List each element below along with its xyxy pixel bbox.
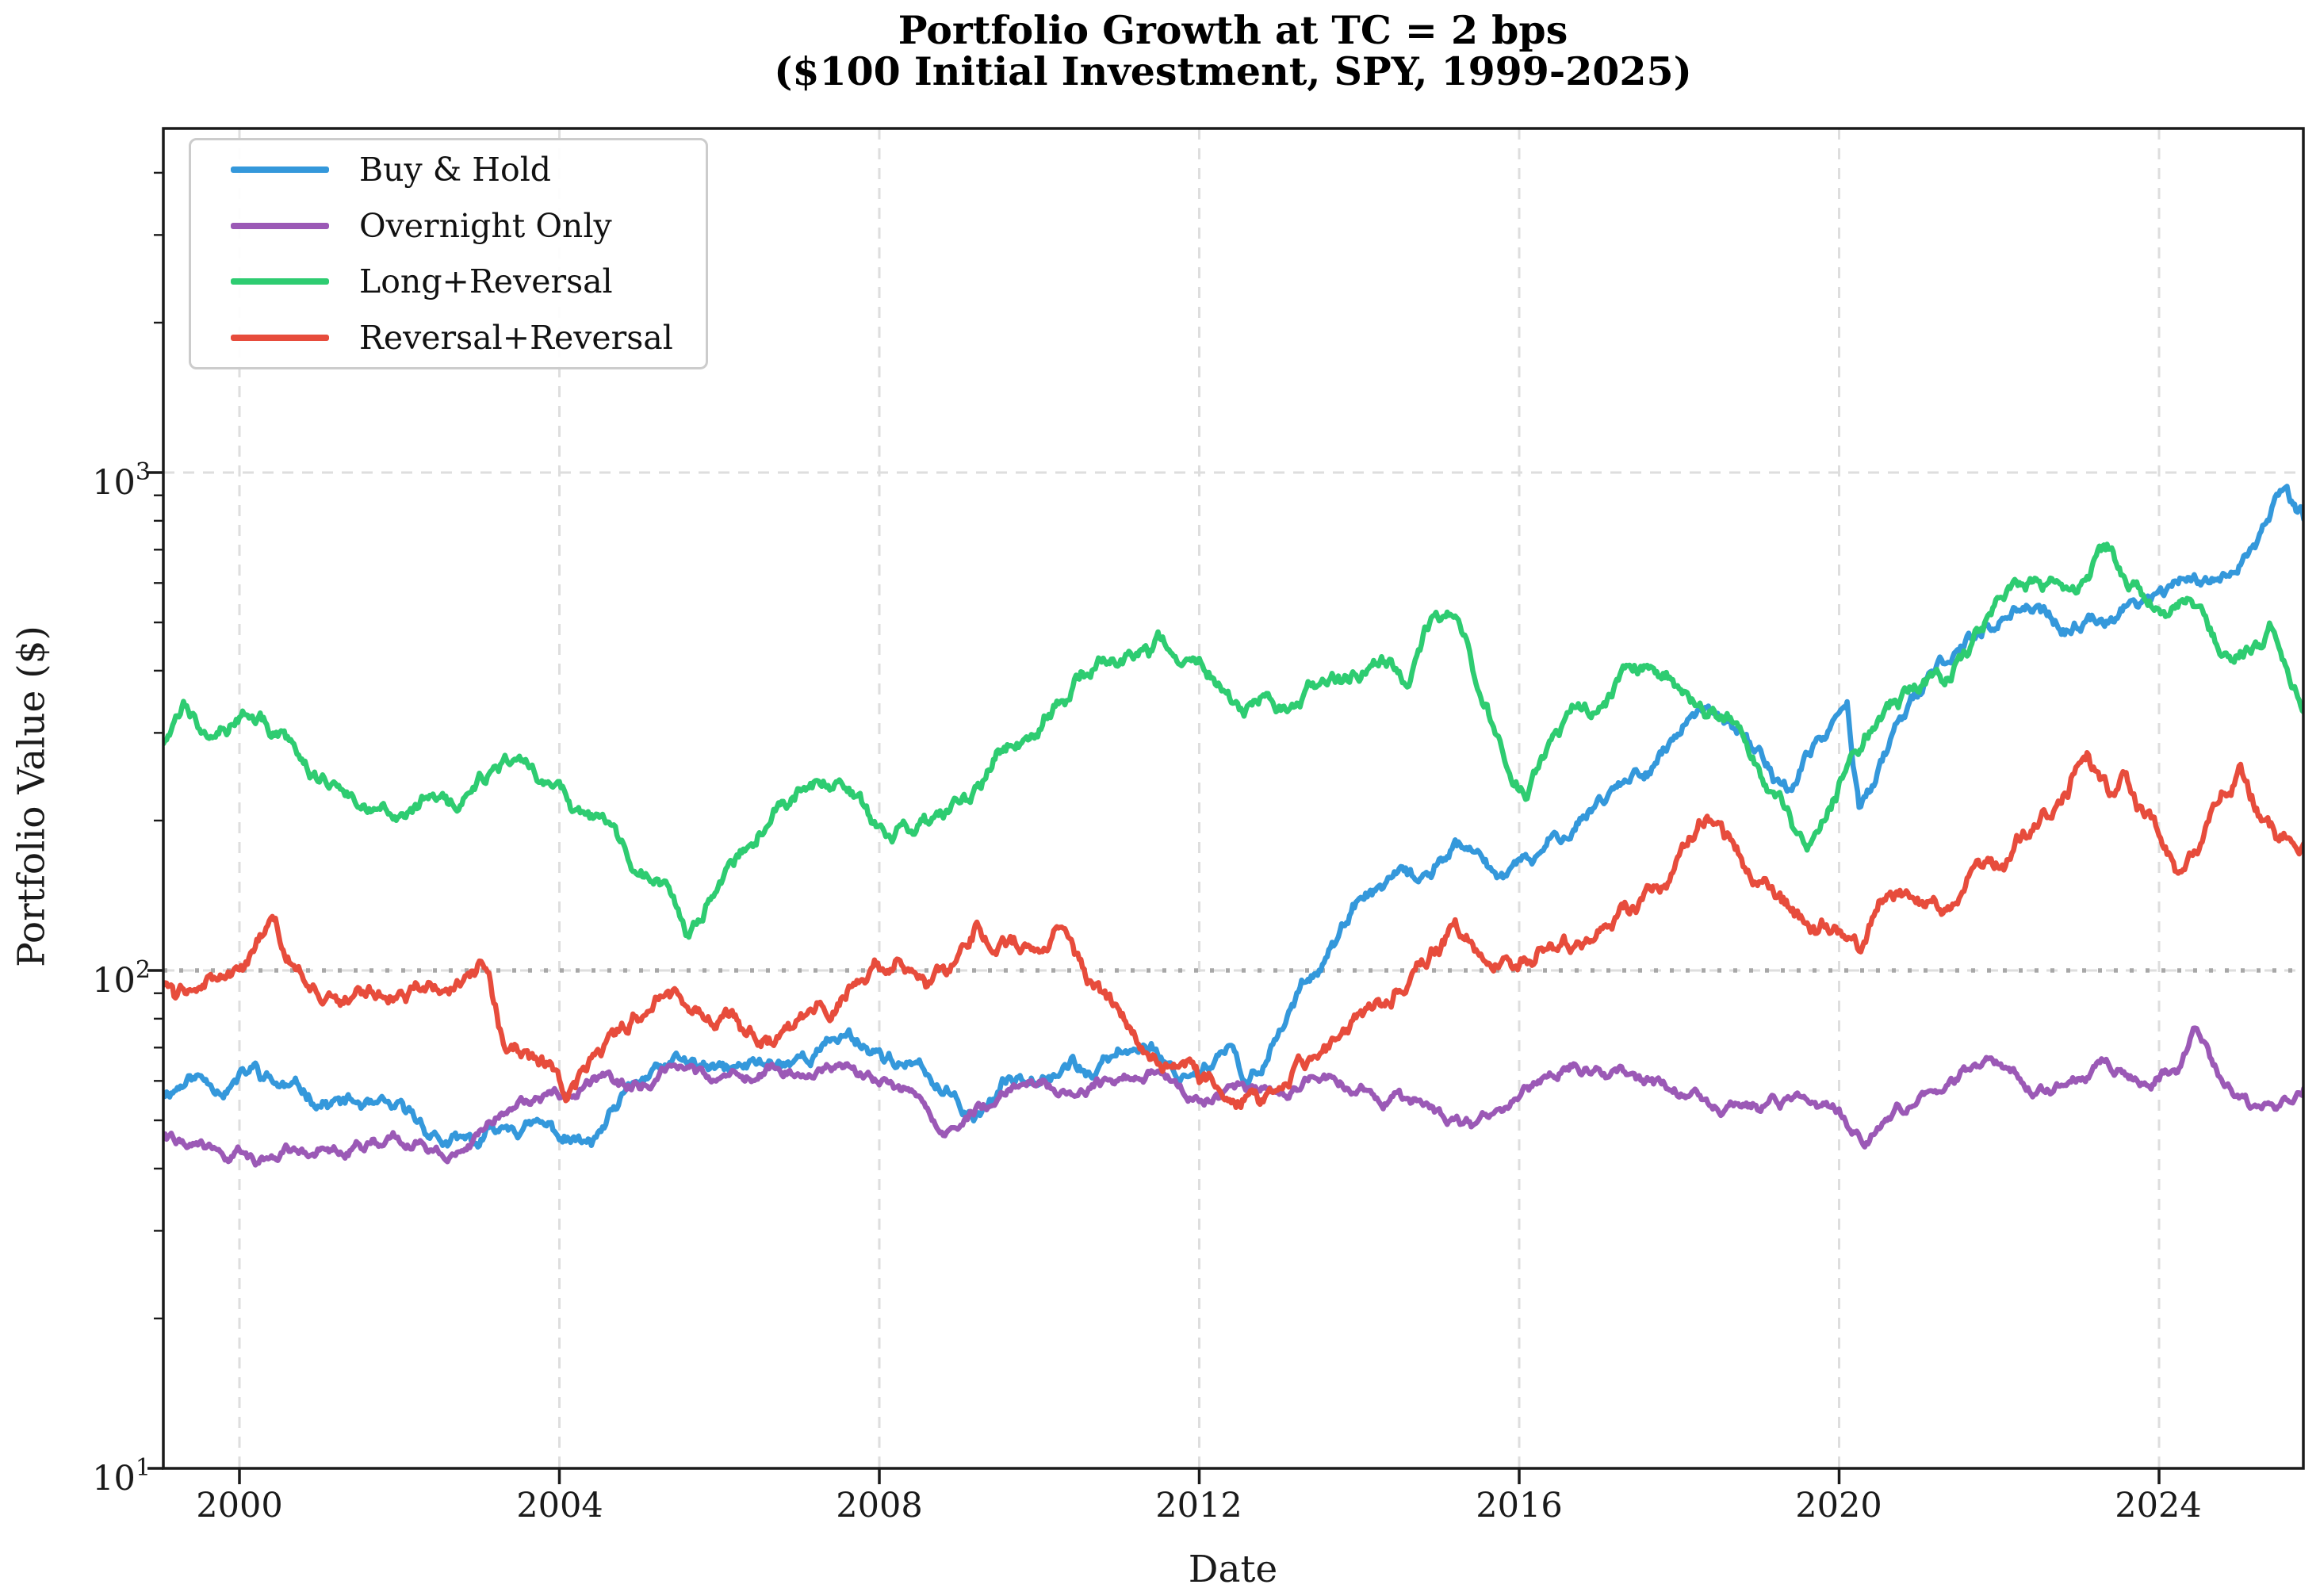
reversal-reversal-line-icon (231, 335, 329, 342)
x-tick-2004: 2004 (516, 1486, 603, 1525)
y-tick-100: 102 (92, 956, 151, 1001)
legend-item-buy-hold: Buy & Hold (191, 143, 706, 197)
legend-label: Overnight Only (359, 206, 612, 245)
long-reversal-line-icon (231, 278, 329, 285)
legend: Buy & Hold Overnight Only Long+Reversal … (189, 138, 708, 369)
chart-subtitle: ($100 Initial Investment, SPY, 1999-2025… (774, 48, 1692, 94)
x-tick-2000: 2000 (196, 1486, 283, 1525)
x-tick-2016: 2016 (1476, 1486, 1563, 1525)
y-axis-label: Portfolio Value ($) (10, 626, 54, 967)
overnight-only-line-icon (231, 222, 329, 229)
legend-label: Buy & Hold (359, 150, 552, 189)
x-tick-2020: 2020 (1795, 1486, 1882, 1525)
y-tick-1000: 103 (92, 458, 151, 503)
legend-item-reversal-reversal: Reversal+Reversal (191, 311, 706, 365)
legend-label: Long+Reversal (359, 262, 613, 301)
x-tick-2012: 2012 (1155, 1486, 1242, 1525)
buy-hold-line-icon (231, 166, 329, 173)
x-tick-2008: 2008 (836, 1486, 923, 1525)
chart-title: Portfolio Growth at TC = 2 bps (898, 7, 1568, 53)
x-axis-label: Date (1188, 1548, 1278, 1591)
legend-item-overnight-only: Overnight Only (191, 199, 706, 253)
legend-item-long-reversal: Long+Reversal (191, 255, 706, 308)
y-tick-10: 101 (92, 1454, 151, 1498)
legend-label: Reversal+Reversal (359, 319, 673, 358)
x-tick-2024: 2024 (2115, 1486, 2202, 1525)
